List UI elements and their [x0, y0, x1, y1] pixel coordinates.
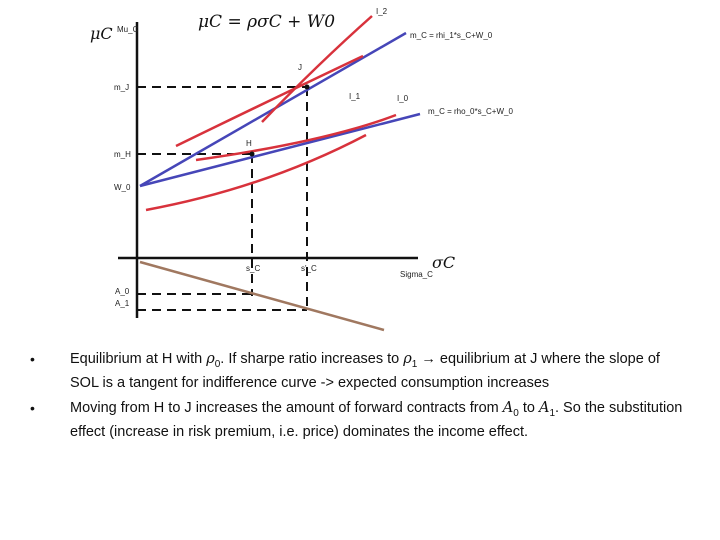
equation: μC = ρσC + W0 [198, 12, 335, 32]
label-m-h: m_H [114, 150, 131, 159]
label-curve-i0: I_0 [397, 94, 409, 103]
y-axis-label: Mu_C [117, 25, 139, 34]
bullet-item: Moving from H to J increases the amount … [30, 399, 690, 442]
indifference-curve-i0 [195, 113, 397, 162]
y-axis-symbol: μC [90, 24, 113, 43]
forward-contract-line [139, 260, 385, 332]
point-j-marker [304, 84, 310, 90]
label-curve-i1: I_1 [349, 92, 361, 101]
label-point-h: H [246, 139, 252, 148]
sol-line-lower [139, 112, 421, 188]
x-axis-label: Sigma_C [400, 270, 433, 279]
dashed-guides [137, 86, 308, 312]
label-point-j: J [298, 63, 302, 72]
label-sol-upper: m_C = rhi_1*s_C+W_0 [410, 31, 493, 40]
label-a1: A_1 [115, 299, 130, 308]
label-curve-i2: I_2 [376, 7, 388, 16]
label-a0: A_0 [115, 287, 130, 296]
label-sol-lower: m_C = rho_0*s_C+W_0 [428, 107, 513, 116]
indifference-curve-i2 [261, 15, 373, 123]
x-axis-symbol: σC [432, 253, 455, 272]
label-s-c-prime: s'_C [301, 264, 317, 273]
label-s-c: s_C [246, 264, 260, 273]
label-m-j: m_J [114, 83, 129, 92]
label-w0: W_0 [114, 183, 131, 192]
indifference-curve-i1 [175, 54, 364, 148]
bullet-item: Equilibrium at H with ρ0. If sharpe rati… [30, 350, 690, 393]
explanation-list: Equilibrium at H with ρ0. If sharpe rati… [30, 350, 690, 448]
point-h-marker [249, 151, 255, 157]
indifference-curve-lower [145, 133, 367, 212]
